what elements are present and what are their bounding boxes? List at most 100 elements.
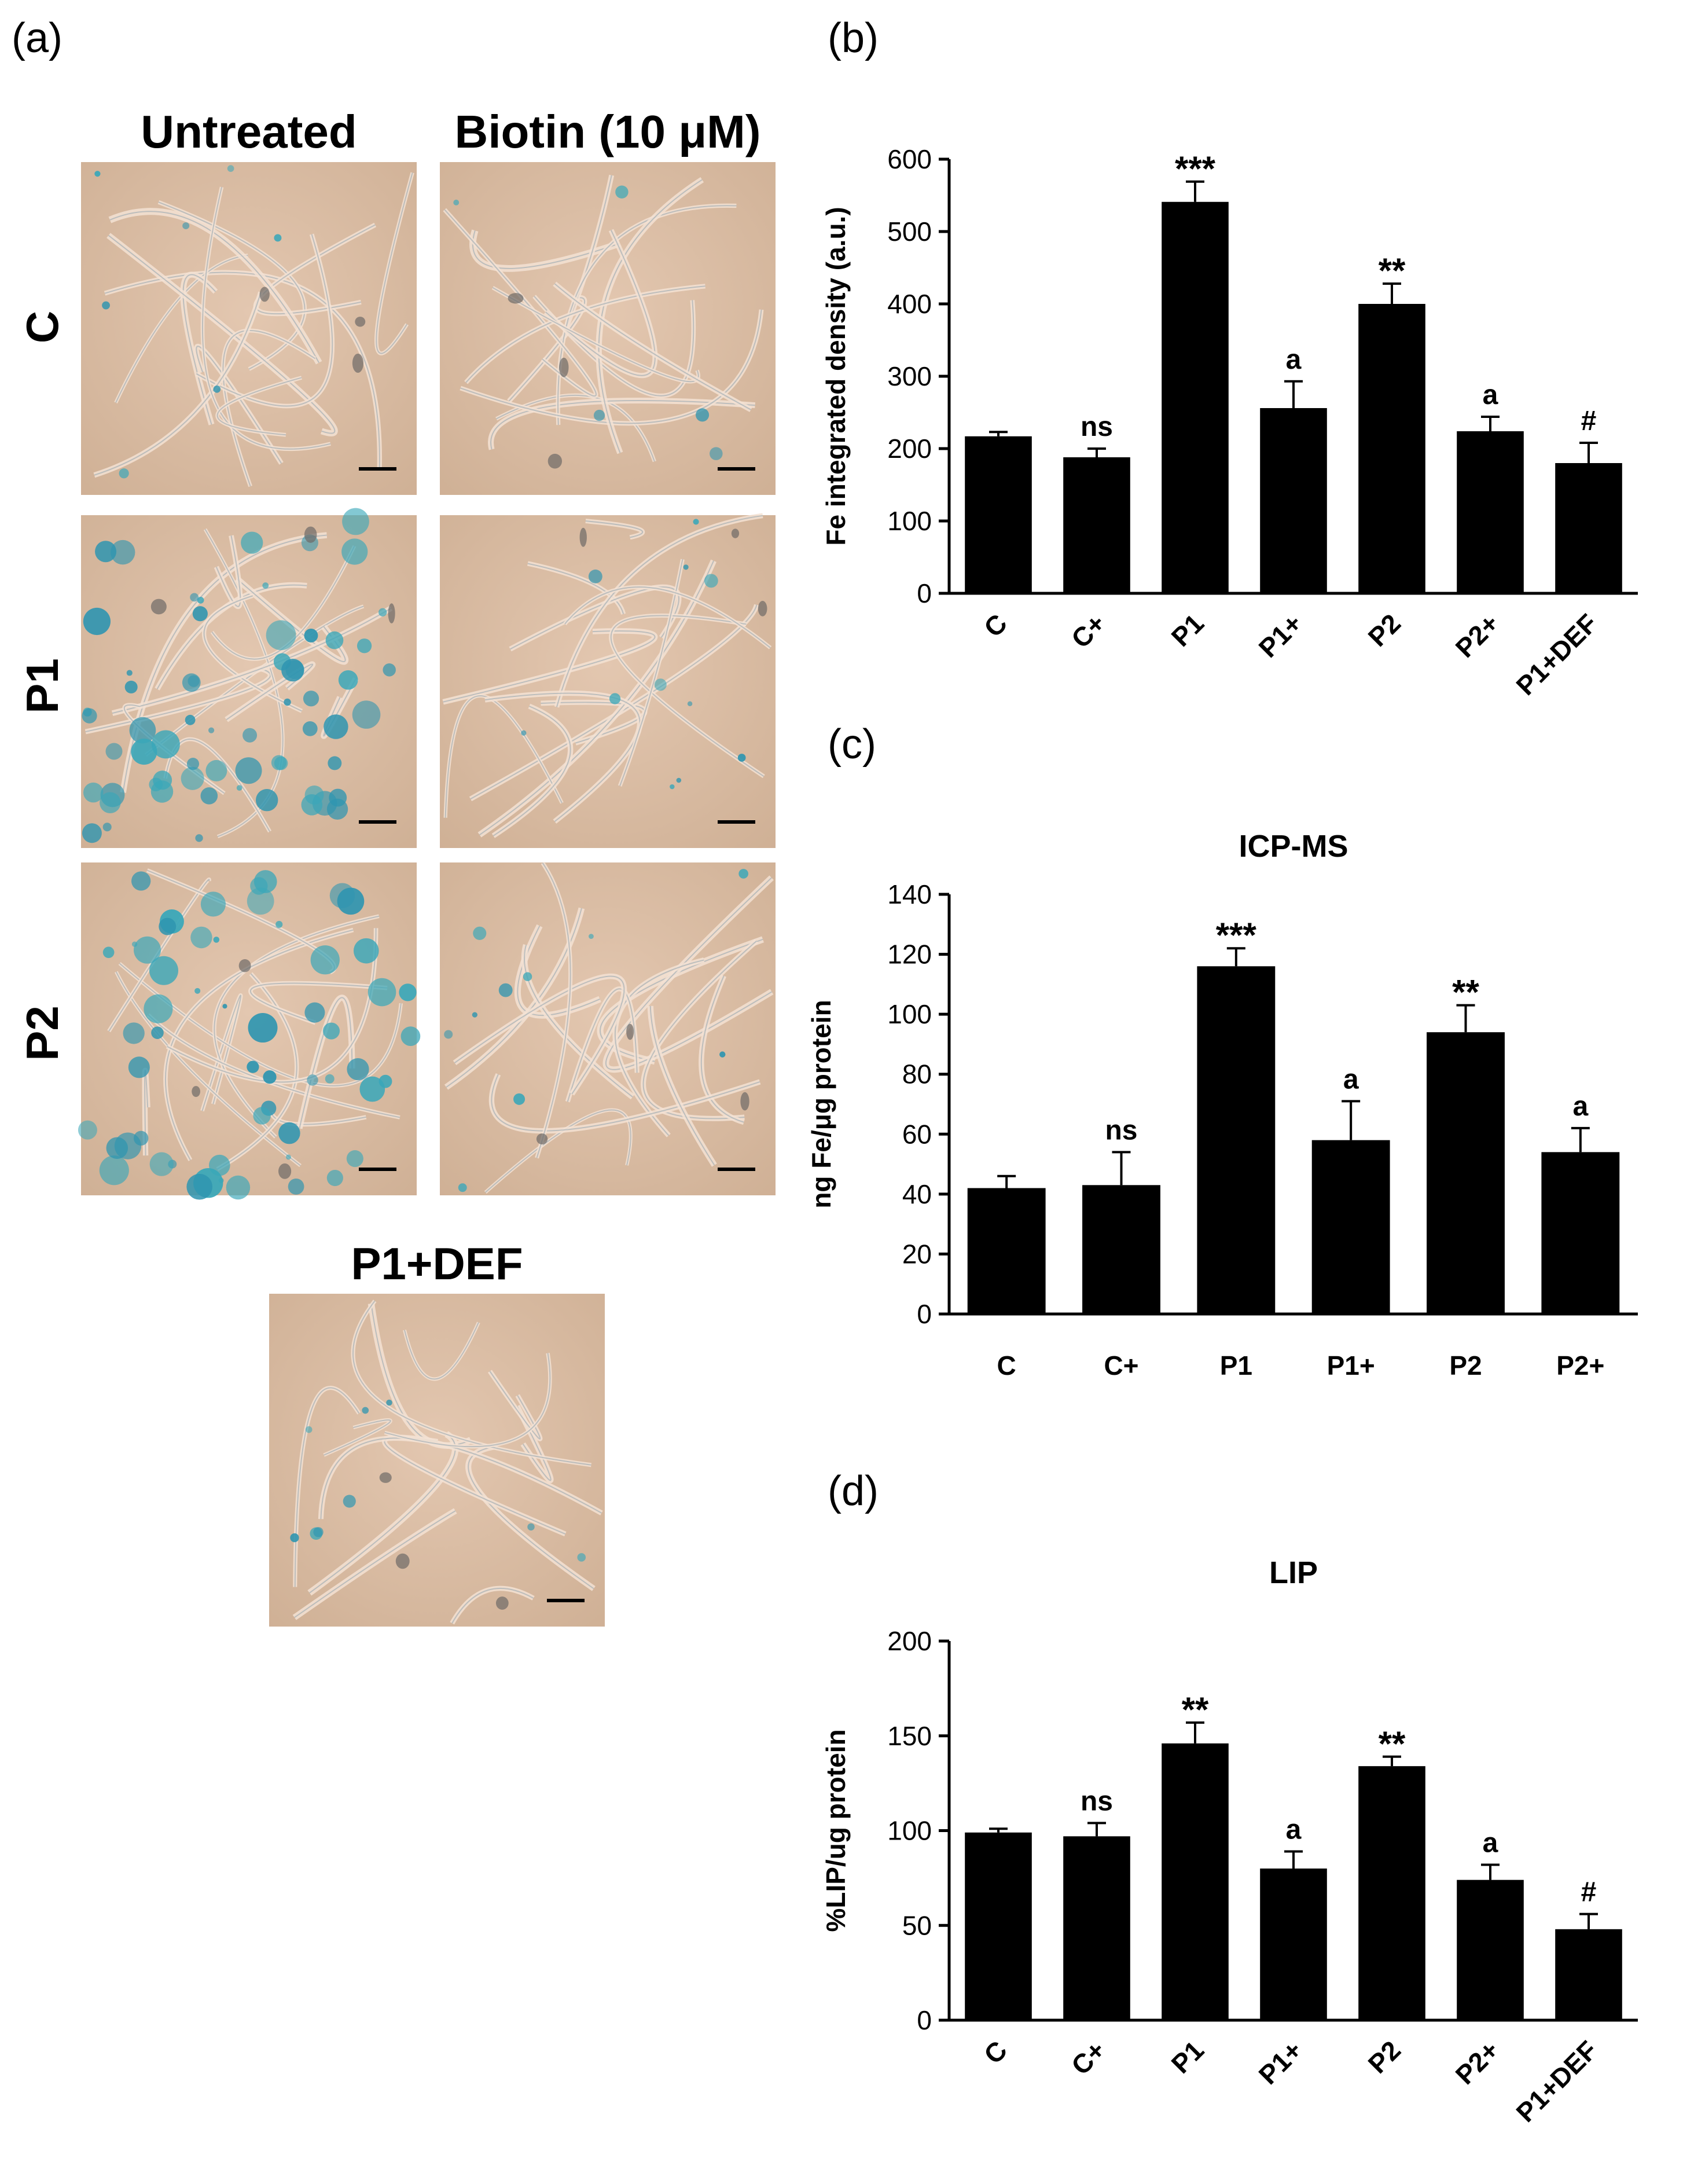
iron-deposit xyxy=(285,1154,291,1160)
iron-deposit xyxy=(676,777,682,783)
cell-edge xyxy=(489,1371,541,1440)
iron-deposit xyxy=(325,1074,335,1084)
y-tick-label: 100 xyxy=(887,999,932,1029)
iron-deposit xyxy=(285,660,304,680)
cell-edge xyxy=(443,630,656,703)
iron-deposit xyxy=(683,564,689,570)
iron-deposit xyxy=(82,823,102,843)
iron-deposit xyxy=(222,1004,227,1009)
x-tick-label: P1 xyxy=(1166,2035,1210,2079)
iron-deposit xyxy=(128,1056,150,1078)
cell-edge xyxy=(554,283,751,410)
bar xyxy=(1260,1869,1327,2020)
x-tick-label: P2+ xyxy=(1450,608,1505,663)
significance-label: ** xyxy=(1452,973,1479,1012)
bar xyxy=(1457,1880,1524,2020)
cell-edge xyxy=(104,271,380,468)
iron-deposit xyxy=(126,670,133,676)
cell-edge xyxy=(309,1433,456,1594)
iron-deposit xyxy=(498,983,513,997)
cell-edge xyxy=(446,908,582,1088)
debris xyxy=(547,453,563,469)
cell-edge xyxy=(294,1510,456,1618)
chart-d: (d) LIP %LIP/ug protein 0 50 100 150 200 Cns C+ **… xyxy=(821,1468,1638,2128)
iron-deposit xyxy=(271,755,286,770)
iron-deposit xyxy=(78,1120,97,1140)
iron-deposit xyxy=(151,1026,164,1039)
significance-label: a xyxy=(1483,1827,1498,1858)
bar xyxy=(1427,1032,1505,1314)
debris xyxy=(626,1023,634,1040)
debris xyxy=(304,526,317,543)
x-tick-label: C xyxy=(978,608,1013,643)
y-tick-label: 400 xyxy=(887,289,932,319)
bar xyxy=(1162,201,1229,593)
debris xyxy=(150,599,167,615)
iron-deposit xyxy=(341,538,368,565)
iron-deposit xyxy=(275,920,283,928)
bar xyxy=(1260,408,1327,593)
iron-deposit xyxy=(359,1076,385,1102)
iron-deposit xyxy=(119,468,129,479)
iron-deposit xyxy=(149,956,179,985)
iron-deposit xyxy=(400,1026,421,1046)
iron-deposit xyxy=(200,787,218,805)
y-tick-label: 50 xyxy=(902,1910,932,1940)
significance-label: ** xyxy=(1379,251,1406,290)
iron-deposit xyxy=(253,1107,271,1125)
x-tick-label: P1+ xyxy=(1253,2035,1309,2090)
iron-deposit xyxy=(458,1183,467,1192)
iron-deposit xyxy=(278,1122,300,1144)
iron-deposit xyxy=(343,1495,356,1508)
debris xyxy=(559,357,569,377)
row-label-p2: P2 xyxy=(17,1005,68,1060)
chart-c: (c) ICP-MS ng Fe/μg protein 0 20 40 60 80 100 120… xyxy=(806,721,1638,1381)
iron-deposit xyxy=(241,531,263,554)
iron-deposit xyxy=(304,629,318,643)
iron-deposit xyxy=(368,978,396,1007)
bar xyxy=(1358,1766,1425,2020)
iron-deposit xyxy=(274,234,282,242)
iron-deposit xyxy=(284,698,291,706)
iron-deposit xyxy=(149,1152,174,1176)
iron-deposit xyxy=(253,870,277,893)
y-axis-label: %LIP/ug protein xyxy=(821,1729,851,1932)
x-tick-label: P2 xyxy=(1362,2035,1407,2079)
iron-deposit xyxy=(302,721,318,736)
iron-deposit xyxy=(383,663,396,677)
iron-deposit xyxy=(181,766,204,790)
iron-deposit xyxy=(190,593,199,602)
iron-deposit xyxy=(131,871,151,891)
iron-deposit xyxy=(527,1523,535,1531)
significance-label: a xyxy=(1483,380,1498,410)
cell-edge xyxy=(534,296,694,397)
cell-edge xyxy=(649,1005,715,1166)
cell-edge xyxy=(215,535,241,607)
debris xyxy=(536,1133,548,1145)
iron-deposit xyxy=(719,1051,726,1058)
cell-edge xyxy=(451,1588,534,1624)
iron-deposit xyxy=(242,728,258,743)
chart-b: (b) Fe integrated density (a.u.) 0 100 200 30… xyxy=(821,15,1638,701)
iron-deposit xyxy=(444,1030,453,1039)
iron-deposit xyxy=(159,917,177,935)
iron-deposit xyxy=(194,988,201,994)
col-header-biotin: Biotin (10 μM) xyxy=(455,106,761,157)
bar xyxy=(1457,431,1524,593)
significance-label: a xyxy=(1343,1064,1359,1095)
cell-edge xyxy=(468,1445,594,1590)
iron-deposit xyxy=(346,1150,363,1168)
cell-edge xyxy=(490,400,755,450)
iron-deposit xyxy=(102,946,115,959)
iron-deposit xyxy=(326,1169,343,1187)
iron-deposit xyxy=(323,1022,340,1040)
iron-deposit xyxy=(362,1407,369,1414)
micrograph-background xyxy=(440,862,776,1195)
iron-deposit xyxy=(329,788,347,807)
bar xyxy=(1162,1743,1229,2020)
iron-deposit xyxy=(687,701,693,706)
cell-edge xyxy=(384,1353,551,1448)
iron-deposit xyxy=(131,739,157,765)
iron-deposit xyxy=(200,891,226,917)
debris xyxy=(379,1472,392,1483)
